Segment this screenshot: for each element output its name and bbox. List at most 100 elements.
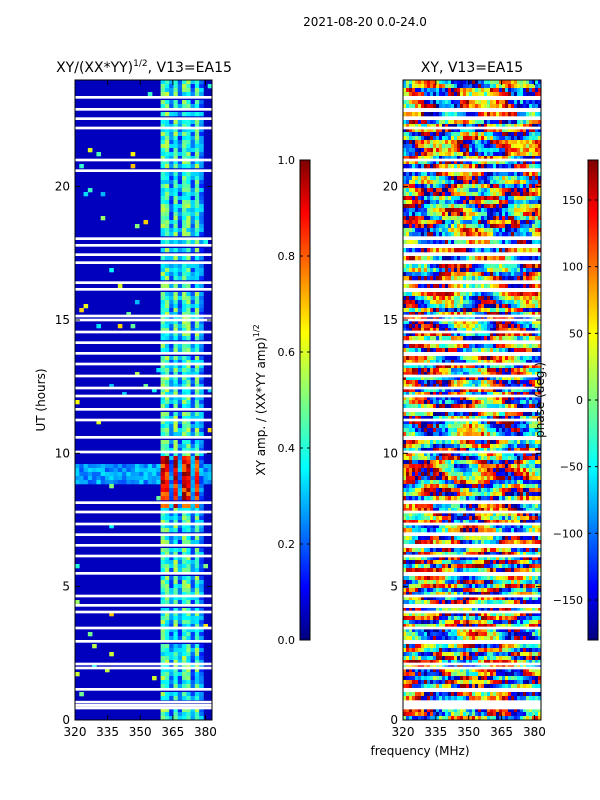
phase-cell <box>403 216 407 221</box>
phase-cell <box>439 356 443 361</box>
phase-cell <box>499 276 503 281</box>
amplitude-cell <box>199 620 204 625</box>
phase-cell <box>499 348 503 353</box>
amplitude-data-gap <box>75 700 212 704</box>
phase-cell <box>472 384 476 389</box>
phase-cell <box>481 320 485 325</box>
amplitude-cell <box>173 712 179 717</box>
phase-cell <box>442 192 446 197</box>
phase-cell <box>430 156 434 161</box>
phase-cell <box>529 220 533 225</box>
phase-cell <box>406 184 410 189</box>
phase-cell <box>493 216 497 221</box>
amplitude-cell <box>182 300 187 305</box>
phase-cell <box>484 376 488 381</box>
phase-cell <box>427 144 431 149</box>
amplitude-cell <box>143 472 149 477</box>
amplitude-cell <box>199 680 204 685</box>
amplitude-cell <box>190 100 196 105</box>
phase-cell <box>472 284 476 289</box>
amplitude-cell <box>199 664 204 669</box>
amplitude-cell <box>182 328 187 333</box>
phase-cell <box>520 228 524 233</box>
phase-cell <box>406 128 410 133</box>
phase-cell <box>430 220 434 225</box>
amplitude-cell <box>173 264 179 269</box>
phase-cell <box>529 120 533 125</box>
phase-cell <box>535 80 539 85</box>
phase-cell <box>475 320 479 325</box>
phase-cell <box>517 132 521 137</box>
phase-cell <box>532 368 536 373</box>
phase-cell <box>538 172 541 177</box>
phase-cell <box>454 156 458 161</box>
phase-cell <box>424 248 428 253</box>
phase-cell <box>445 308 449 313</box>
phase-cell <box>403 120 407 125</box>
phase-cell <box>496 344 500 349</box>
phase-cell <box>418 176 422 181</box>
amplitude-cell <box>100 192 106 197</box>
phase-cell <box>436 84 440 89</box>
phase-cell <box>412 328 416 333</box>
phase-cell <box>472 380 476 385</box>
amplitude-cell <box>186 592 191 597</box>
phase-cell <box>508 324 512 329</box>
phase-cell <box>532 104 536 109</box>
amplitude-cell <box>79 480 84 485</box>
phase-cell <box>481 196 485 201</box>
phase-cell <box>535 84 539 89</box>
phase-cell <box>463 292 467 297</box>
phase-cell <box>463 324 467 329</box>
amplitude-cell <box>199 240 204 245</box>
phase-cell <box>487 348 491 353</box>
amplitude-cell <box>199 656 204 661</box>
phase-cell <box>406 196 410 201</box>
phase-cell <box>466 92 470 97</box>
amplitude-cell <box>177 584 183 589</box>
amplitude-cell <box>173 488 179 493</box>
phase-cell <box>424 208 428 213</box>
amplitude-cell <box>164 120 170 125</box>
phase-cell <box>487 292 491 297</box>
phase-cell <box>532 304 536 309</box>
phase-cell <box>451 132 455 137</box>
amplitude-cell <box>169 488 174 493</box>
amplitude-cell <box>160 112 166 117</box>
phase-cell <box>514 140 518 145</box>
amplitude-cell <box>173 404 179 409</box>
amplitude-cell <box>190 580 196 585</box>
phase-cell <box>502 416 506 421</box>
phase-cell <box>508 396 512 401</box>
phase-cell <box>499 104 503 109</box>
amplitude-cell <box>164 456 170 461</box>
phase-cell <box>526 200 530 205</box>
amplitude-cell <box>177 488 183 493</box>
phase-cell <box>484 364 488 369</box>
phase-cell <box>523 364 527 369</box>
phase-cell <box>526 372 530 377</box>
amplitude-cell <box>160 300 166 305</box>
amplitude-cell <box>186 192 191 197</box>
phase-cell <box>529 256 533 261</box>
phase-cell <box>487 304 491 309</box>
phase-cell <box>526 92 530 97</box>
amplitude-cell <box>160 580 166 585</box>
amplitude-cell <box>173 240 179 245</box>
amplitude-cell <box>194 200 200 205</box>
phase-cell <box>442 160 446 165</box>
phase-cell <box>496 308 500 313</box>
phase-cell <box>415 160 419 165</box>
phase-cell <box>418 308 422 313</box>
phase-cell <box>487 324 491 329</box>
amplitude-cell <box>130 164 136 169</box>
phase-cell <box>409 268 413 273</box>
phase-cell <box>514 100 518 105</box>
phase-cell <box>436 284 440 289</box>
phase-cell <box>514 188 518 193</box>
phase-cell <box>526 224 530 229</box>
amplitude-cell <box>194 540 200 545</box>
amplitude-data-gap <box>75 501 212 504</box>
phase-cell <box>487 176 491 181</box>
phase-cell <box>409 200 413 205</box>
